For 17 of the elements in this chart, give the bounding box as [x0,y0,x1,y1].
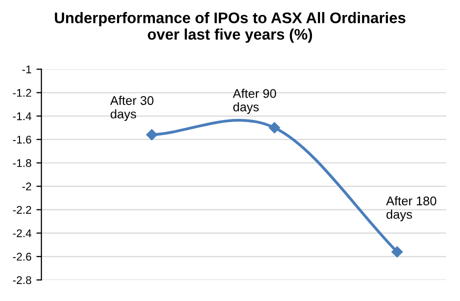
y-tick-label: -2.2 [13,206,32,214]
y-tick-label: -2.8 [13,276,32,284]
annotation: After 90 days [232,88,276,114]
y-tick-label: -2 [22,182,32,190]
annotation: After 30 days [110,96,154,121]
y-tick-label: -1 [22,66,32,74]
y-tick-label: -1.6 [13,136,32,144]
point [146,129,158,140]
y-tick-label: -2.6 [13,252,32,261]
chart-title: Underperformance of IPOs to ASX All Ordinaries over last five years (%) [54,12,406,43]
y-tick-label: -1.8 [13,159,32,168]
point [392,246,403,258]
y-tick-label: -1.2 [13,88,32,97]
y-tick-label: -2.4 [13,229,32,238]
point [268,122,280,134]
annotation: After 180 days [386,196,436,222]
y-tick-label: -1.4 [13,112,32,120]
